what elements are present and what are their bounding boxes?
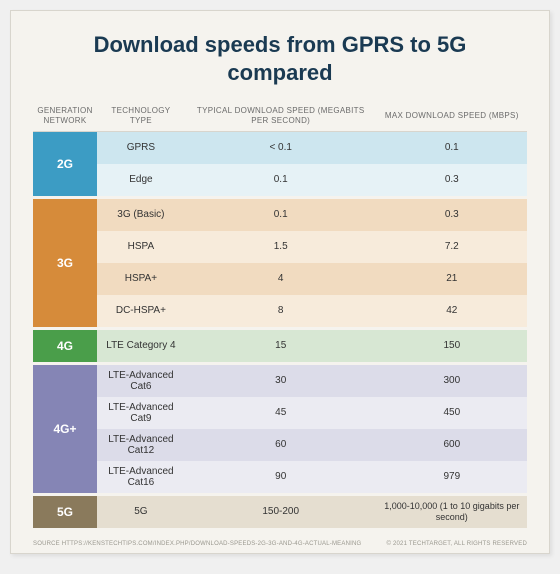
comparison-card: Download speeds from GPRS to 5G compared…: [10, 10, 550, 554]
tech-cell: Edge: [97, 164, 185, 196]
typical-cell: 90: [185, 461, 377, 493]
card-title: Download speeds from GPRS to 5G compared: [11, 11, 549, 92]
typical-cell: 30: [185, 365, 377, 397]
tech-cell: LTE-Advanced Cat16: [97, 461, 185, 493]
max-cell: 0.3: [377, 164, 527, 196]
speeds-table: GENERATION NETWORK TECHNOLOGY TYPE TYPIC…: [33, 100, 527, 528]
generation-label: 3G: [33, 199, 97, 327]
max-cell: 0.3: [377, 199, 527, 231]
typical-cell: 0.1: [185, 164, 377, 196]
tech-cell: LTE-Advanced Cat12: [97, 429, 185, 461]
max-cell: 600: [377, 429, 527, 461]
tech-cell: LTE-Advanced Cat6: [97, 365, 185, 397]
tech-cell: DC-HSPA+: [97, 295, 185, 327]
col-generation: GENERATION NETWORK: [33, 100, 97, 132]
typical-cell: 15: [185, 330, 377, 362]
typical-cell: 150-200: [185, 496, 377, 528]
tech-cell: 3G (Basic): [97, 199, 185, 231]
typical-cell: 45: [185, 397, 377, 429]
table-container: GENERATION NETWORK TECHNOLOGY TYPE TYPIC…: [11, 92, 549, 528]
tech-cell: GPRS: [97, 132, 185, 164]
col-max: MAX DOWNLOAD SPEED (MBPS): [377, 100, 527, 132]
max-cell: 42: [377, 295, 527, 327]
table-row: 2GGPRS< 0.10.1: [33, 132, 527, 164]
table-row: LTE-Advanced Cat1260600: [33, 429, 527, 461]
table-row: LTE-Advanced Cat945450: [33, 397, 527, 429]
table-row: HSPA1.57.2: [33, 231, 527, 263]
generation-label: 5G: [33, 496, 97, 528]
typical-cell: 60: [185, 429, 377, 461]
max-cell: 21: [377, 263, 527, 295]
tech-cell: HSPA+: [97, 263, 185, 295]
header-row: GENERATION NETWORK TECHNOLOGY TYPE TYPIC…: [33, 100, 527, 132]
typical-cell: 0.1: [185, 199, 377, 231]
table-row: HSPA+421: [33, 263, 527, 295]
tech-cell: LTE Category 4: [97, 330, 185, 362]
table-row: 5G5G150-2001,000-10,000 (1 to 10 gigabit…: [33, 496, 527, 528]
max-cell: 0.1: [377, 132, 527, 164]
max-cell: 7.2: [377, 231, 527, 263]
table-row: LTE-Advanced Cat1690979: [33, 461, 527, 493]
typical-cell: 1.5: [185, 231, 377, 263]
max-cell: 300: [377, 365, 527, 397]
table-row: 4GLTE Category 415150: [33, 330, 527, 362]
typical-cell: 8: [185, 295, 377, 327]
generation-label: 4G+: [33, 365, 97, 493]
tech-cell: LTE-Advanced Cat9: [97, 397, 185, 429]
card-footer: SOURCE HTTPS://KENSTECHTIPS.COM/INDEX.PH…: [33, 541, 527, 547]
generation-label: 2G: [33, 132, 97, 196]
max-cell: 150: [377, 330, 527, 362]
table-row: 3G3G (Basic)0.10.3: [33, 199, 527, 231]
col-technology: TECHNOLOGY TYPE: [97, 100, 185, 132]
generation-label: 4G: [33, 330, 97, 362]
tech-cell: 5G: [97, 496, 185, 528]
footer-source: SOURCE HTTPS://KENSTECHTIPS.COM/INDEX.PH…: [33, 541, 361, 547]
footer-copyright: © 2021 TECHTARGET, ALL RIGHTS RESERVED: [386, 541, 527, 547]
max-cell: 1,000-10,000 (1 to 10 gigabits per secon…: [377, 496, 527, 528]
typical-cell: 4: [185, 263, 377, 295]
typical-cell: < 0.1: [185, 132, 377, 164]
table-row: Edge0.10.3: [33, 164, 527, 196]
table-row: 4G+LTE-Advanced Cat630300: [33, 365, 527, 397]
max-cell: 979: [377, 461, 527, 493]
col-typical: TYPICAL DOWNLOAD SPEED (MEGABITS PER SEC…: [185, 100, 377, 132]
max-cell: 450: [377, 397, 527, 429]
table-row: DC-HSPA+842: [33, 295, 527, 327]
tech-cell: HSPA: [97, 231, 185, 263]
